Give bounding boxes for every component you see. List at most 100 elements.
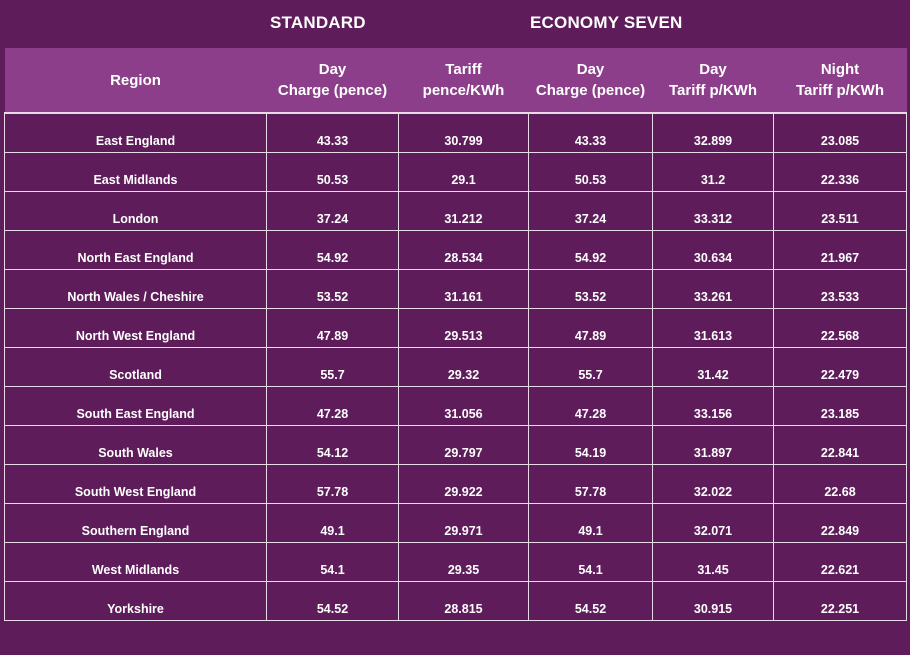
e7-night-tariff-cell: 22.841 bbox=[773, 424, 907, 465]
e7-day-tariff-cell: 31.613 bbox=[652, 307, 774, 348]
column-header-line: Day bbox=[318, 61, 347, 78]
standard-tariff-cell: 28.534 bbox=[398, 229, 529, 270]
column-header-line: Charge (pence) bbox=[277, 82, 388, 99]
table-row: North East England 54.92 28.534 54.92 30… bbox=[4, 229, 907, 270]
column-header-region: Region bbox=[4, 48, 267, 114]
e7-day-charge-cell: 50.53 bbox=[528, 151, 653, 192]
table-row: South East England 47.28 31.056 47.28 33… bbox=[4, 385, 907, 426]
e7-day-tariff-cell: 30.634 bbox=[652, 229, 774, 270]
table-row: East England 43.33 30.799 43.33 32.899 2… bbox=[4, 112, 907, 153]
standard-day-charge-cell: 43.33 bbox=[266, 112, 399, 153]
region-cell: South Wales bbox=[4, 424, 267, 465]
column-header-standard-tariff: Tariff pence/KWh bbox=[398, 48, 529, 114]
column-header-e7-day-charge: Day Charge (pence) bbox=[528, 48, 653, 114]
standard-tariff-cell: 29.32 bbox=[398, 346, 529, 387]
e7-night-tariff-cell: 21.967 bbox=[773, 229, 907, 270]
e7-day-charge-cell: 57.78 bbox=[528, 463, 653, 504]
standard-day-charge-cell: 50.53 bbox=[266, 151, 399, 192]
standard-day-charge-cell: 54.12 bbox=[266, 424, 399, 465]
region-cell: East England bbox=[4, 112, 267, 153]
e7-night-tariff-cell: 22.68 bbox=[773, 463, 907, 504]
e7-day-charge-cell: 54.19 bbox=[528, 424, 653, 465]
column-header-line: Region bbox=[110, 71, 161, 89]
standard-tariff-cell: 29.797 bbox=[398, 424, 529, 465]
region-cell: North Wales / Cheshire bbox=[4, 268, 267, 309]
e7-night-tariff-cell: 22.568 bbox=[773, 307, 907, 348]
table-row: West Midlands 54.1 29.35 54.1 31.45 22.6… bbox=[4, 541, 907, 582]
region-cell: South East England bbox=[4, 385, 267, 426]
e7-day-charge-cell: 53.52 bbox=[528, 268, 653, 309]
region-cell: North West England bbox=[4, 307, 267, 348]
group-header-row: STANDARD ECONOMY SEVEN bbox=[0, 0, 910, 46]
standard-day-charge-cell: 54.52 bbox=[266, 580, 399, 621]
standard-day-charge-cell: 57.78 bbox=[266, 463, 399, 504]
column-header-line: Night bbox=[820, 61, 860, 78]
table-body: East England 43.33 30.799 43.33 32.899 2… bbox=[4, 112, 907, 621]
standard-tariff-cell: 29.1 bbox=[398, 151, 529, 192]
e7-day-tariff-cell: 31.2 bbox=[652, 151, 774, 192]
table-row: Yorkshire 54.52 28.815 54.52 30.915 22.2… bbox=[4, 580, 907, 621]
region-cell: London bbox=[4, 190, 267, 231]
e7-night-tariff-cell: 23.533 bbox=[773, 268, 907, 309]
column-header-line: Tariff p/KWh bbox=[668, 82, 758, 99]
e7-night-tariff-cell: 22.479 bbox=[773, 346, 907, 387]
table-row: Scotland 55.7 29.32 55.7 31.42 22.479 bbox=[4, 346, 907, 387]
e7-day-charge-cell: 54.1 bbox=[528, 541, 653, 582]
column-header-e7-night-tariff: Night Tariff p/KWh bbox=[773, 48, 907, 114]
e7-day-tariff-cell: 32.899 bbox=[652, 112, 774, 153]
region-cell: Southern England bbox=[4, 502, 267, 543]
e7-day-charge-cell: 54.52 bbox=[528, 580, 653, 621]
e7-night-tariff-cell: 23.185 bbox=[773, 385, 907, 426]
e7-day-charge-cell: 54.92 bbox=[528, 229, 653, 270]
standard-day-charge-cell: 37.24 bbox=[266, 190, 399, 231]
e7-night-tariff-cell: 23.511 bbox=[773, 190, 907, 231]
e7-night-tariff-cell: 22.336 bbox=[773, 151, 907, 192]
e7-day-charge-cell: 43.33 bbox=[528, 112, 653, 153]
standard-tariff-cell: 28.815 bbox=[398, 580, 529, 621]
standard-day-charge-cell: 47.89 bbox=[266, 307, 399, 348]
e7-day-tariff-cell: 33.156 bbox=[652, 385, 774, 426]
region-cell: West Midlands bbox=[4, 541, 267, 582]
table-row: South Wales 54.12 29.797 54.19 31.897 22… bbox=[4, 424, 907, 465]
tariff-table: Region Day Charge (pence) Tariff pence/K… bbox=[4, 48, 907, 621]
e7-night-tariff-cell: 22.251 bbox=[773, 580, 907, 621]
e7-day-charge-cell: 55.7 bbox=[528, 346, 653, 387]
standard-day-charge-cell: 47.28 bbox=[266, 385, 399, 426]
standard-tariff-cell: 30.799 bbox=[398, 112, 529, 153]
table-row: North West England 47.89 29.513 47.89 31… bbox=[4, 307, 907, 348]
column-header-line: Tariff bbox=[445, 61, 482, 78]
e7-day-tariff-cell: 30.915 bbox=[652, 580, 774, 621]
table-row: South West England 57.78 29.922 57.78 32… bbox=[4, 463, 907, 504]
standard-day-charge-cell: 53.52 bbox=[266, 268, 399, 309]
e7-day-charge-cell: 47.89 bbox=[528, 307, 653, 348]
region-cell: North East England bbox=[4, 229, 267, 270]
e7-day-tariff-cell: 32.071 bbox=[652, 502, 774, 543]
e7-day-tariff-cell: 31.897 bbox=[652, 424, 774, 465]
e7-night-tariff-cell: 23.085 bbox=[773, 112, 907, 153]
standard-tariff-cell: 31.212 bbox=[398, 190, 529, 231]
column-header-row: Region Day Charge (pence) Tariff pence/K… bbox=[4, 48, 907, 114]
e7-day-charge-cell: 47.28 bbox=[528, 385, 653, 426]
standard-tariff-cell: 29.35 bbox=[398, 541, 529, 582]
table-row: North Wales / Cheshire 53.52 31.161 53.5… bbox=[4, 268, 907, 309]
region-cell: East Midlands bbox=[4, 151, 267, 192]
column-header-line: Charge (pence) bbox=[535, 82, 646, 99]
column-header-line: Day bbox=[699, 61, 727, 78]
e7-day-tariff-cell: 33.312 bbox=[652, 190, 774, 231]
standard-tariff-cell: 31.161 bbox=[398, 268, 529, 309]
column-header-line: Day bbox=[576, 61, 605, 78]
table-row: London 37.24 31.212 37.24 33.312 23.511 bbox=[4, 190, 907, 231]
standard-tariff-cell: 29.513 bbox=[398, 307, 529, 348]
column-header-line: pence/KWh bbox=[422, 82, 505, 99]
e7-day-tariff-cell: 33.261 bbox=[652, 268, 774, 309]
e7-day-tariff-cell: 32.022 bbox=[652, 463, 774, 504]
standard-day-charge-cell: 54.92 bbox=[266, 229, 399, 270]
standard-day-charge-cell: 54.1 bbox=[266, 541, 399, 582]
standard-tariff-cell: 29.971 bbox=[398, 502, 529, 543]
table-row: East Midlands 50.53 29.1 50.53 31.2 22.3… bbox=[4, 151, 907, 192]
e7-night-tariff-cell: 22.621 bbox=[773, 541, 907, 582]
region-cell: South West England bbox=[4, 463, 267, 504]
standard-group-label: STANDARD bbox=[270, 13, 366, 32]
e7-day-tariff-cell: 31.45 bbox=[652, 541, 774, 582]
